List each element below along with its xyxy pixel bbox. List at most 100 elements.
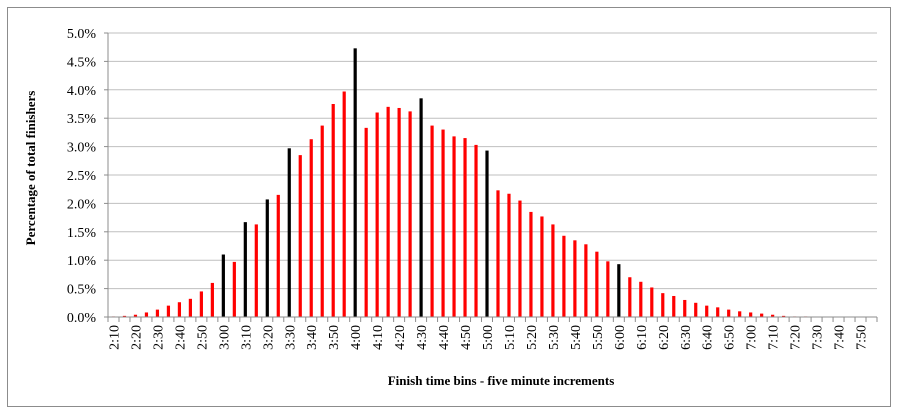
bar-3:40	[309, 139, 313, 317]
bar-6:55	[738, 311, 742, 317]
x-tick-label: 5:50	[591, 325, 606, 350]
x-tick-label: 3:40	[305, 325, 320, 350]
y-tick-label: 2.0%	[67, 197, 97, 212]
y-tick-label: 4.5%	[67, 55, 97, 70]
x-axis-title: Finish time bins - five minute increment…	[388, 373, 615, 388]
x-tick-label: 3:10	[239, 325, 254, 350]
x-tick-label: 2:30	[151, 325, 166, 350]
chart-frame: 0.0% 0.5% 1.0% 1.5% 2.0% 2.5% 3.0% 3.5% 4.0% 4.5%…	[7, 7, 891, 407]
x-tick-label: 7:00	[745, 325, 760, 350]
y-tick-label: 4.0%	[67, 84, 97, 99]
bar-5:45	[584, 244, 588, 317]
bar-5:55	[606, 261, 610, 317]
bar-5:30	[551, 224, 555, 317]
bar-6:00	[617, 264, 621, 317]
bar-6:45	[716, 307, 720, 317]
y-tick-label: 3.5%	[67, 112, 97, 127]
x-axis-tick-labels: 2:10 2:20 2:30 2:40 2:50 3:00 3:10 3:20 3:30 3:40…	[107, 325, 869, 350]
x-tick-label: 5:40	[569, 325, 584, 350]
bar-3:15	[254, 224, 258, 317]
y-axis-tick-labels: 0.0% 0.5% 1.0% 1.5% 2.0% 2.5% 3.0% 3.5% 4.0% 4.5%…	[67, 27, 97, 326]
x-tick-label: 7:20	[789, 325, 804, 350]
bar-5:25	[540, 216, 544, 317]
bar-6:25	[672, 295, 676, 317]
bar-4:10	[375, 112, 379, 318]
bar-2:25	[144, 312, 149, 317]
bar-6:50	[727, 309, 731, 317]
bar-4:50	[463, 138, 467, 317]
bar-5:05	[496, 190, 500, 317]
x-tick-label: 4:10	[371, 325, 386, 350]
bar-5:20	[529, 211, 533, 317]
bar-5:00	[485, 150, 489, 317]
x-tick-label: 4:30	[415, 325, 430, 350]
bar-6:15	[650, 287, 654, 317]
x-tick-label: 4:50	[459, 325, 474, 350]
y-tick-label: 0.5%	[67, 283, 97, 298]
bar-3:45	[320, 125, 324, 317]
y-tick-label: 0.0%	[67, 311, 97, 326]
x-tick-label: 2:50	[195, 325, 210, 350]
x-tick-label: 6:00	[613, 325, 628, 350]
bar-2:35	[166, 305, 171, 317]
x-tick-label: 7:50	[855, 325, 870, 350]
x-tick-label: 3:00	[217, 325, 232, 350]
x-tick-label: 6:30	[679, 325, 694, 350]
x-tick-label: 5:20	[525, 325, 540, 350]
bar-4:40	[441, 129, 445, 317]
bar-3:55	[342, 91, 346, 317]
bar-4:55	[474, 144, 478, 317]
bar-2:15	[122, 315, 127, 317]
bar-6:10	[639, 281, 643, 317]
y-tick-label: 1.0%	[67, 254, 97, 269]
x-tick-label: 2:10	[107, 325, 122, 350]
y-tick-label: 3.0%	[67, 141, 97, 156]
bar-7:10	[771, 314, 775, 317]
x-tick-label: 6:10	[635, 325, 650, 350]
bar-7:00	[749, 312, 753, 317]
x-tick-label: 5:30	[547, 325, 562, 350]
bar-3:35	[298, 155, 302, 317]
x-tick-label: 7:10	[767, 325, 782, 350]
x-tick-label: 3:30	[283, 325, 298, 350]
bar-5:10	[507, 193, 511, 317]
bar-6:30	[683, 299, 687, 317]
bar-4:25	[408, 111, 412, 317]
x-tick-label: 5:10	[503, 325, 518, 350]
x-tick-label: 2:40	[173, 325, 188, 350]
bar-3:05	[232, 261, 236, 317]
bar-4:15	[386, 106, 390, 317]
x-tick-label: 4:00	[349, 325, 364, 350]
bar-3:50	[331, 104, 335, 317]
x-tick-label: 6:40	[701, 325, 716, 350]
bar-7:05	[760, 313, 764, 317]
bar-4:45	[452, 136, 456, 317]
bar-6:20	[661, 293, 665, 317]
bar-2:40	[177, 302, 182, 317]
bar-6:05	[628, 277, 632, 317]
x-tick-label: 3:20	[261, 325, 276, 350]
x-tick-label: 7:40	[833, 325, 848, 350]
y-tick-label: 1.5%	[67, 226, 97, 241]
axes	[104, 32, 878, 322]
bar-2:50	[199, 291, 203, 317]
bar-5:15	[518, 200, 522, 317]
x-tick-label: 5:00	[481, 325, 496, 350]
y-tick-label: 5.0%	[67, 27, 97, 42]
x-tick-label: 7:30	[811, 325, 826, 350]
x-tick-label: 6:20	[657, 325, 672, 350]
bar-5:40	[573, 240, 577, 317]
bar-2:55	[210, 282, 214, 317]
bar-4:30	[419, 98, 423, 317]
x-tick-label: 4:40	[437, 325, 452, 350]
bar-3:30	[287, 148, 291, 317]
bar-chart: 0.0% 0.5% 1.0% 1.5% 2.0% 2.5% 3.0% 3.5% 4.0% 4.5%…	[23, 27, 878, 388]
bar-3:20	[265, 199, 269, 317]
bar-7:15	[782, 315, 786, 317]
bar-6:40	[705, 305, 709, 317]
y-axis-title: Percentage of total finishers	[23, 91, 38, 246]
gridlines	[108, 32, 877, 290]
bar-3:00	[221, 254, 225, 317]
y-tick-label: 2.5%	[67, 169, 97, 184]
bar-5:35	[562, 235, 566, 317]
